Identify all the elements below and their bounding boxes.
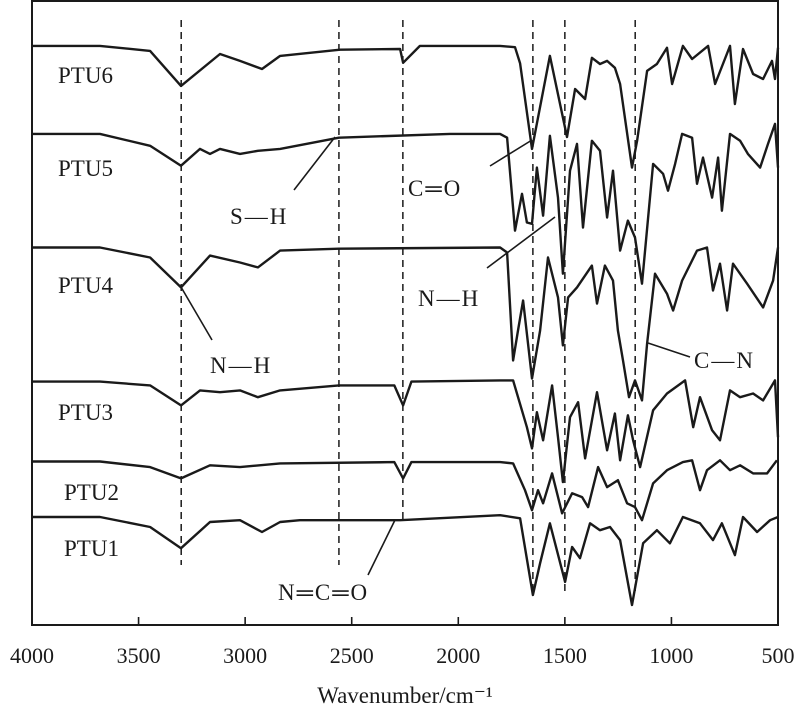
nh-leader-line-lower (180, 286, 213, 341)
series-label-ptu5: PTU5 (58, 156, 113, 181)
spectrum-ptu3 (32, 379, 780, 484)
series-labels: PTU6 PTU5 PTU4 PTU3 PTU2 PTU1 (58, 63, 119, 561)
spectrum-ptu2 (32, 459, 778, 522)
spectra (32, 44, 780, 607)
x-axis-label: Wavenumber/cm⁻¹ (317, 683, 493, 708)
series-label-ptu2: PTU2 (64, 480, 119, 505)
series-label-ptu3: PTU3 (58, 400, 113, 425)
series-label-ptu6: PTU6 (58, 63, 113, 88)
cn-leader-line (647, 342, 691, 358)
x-tick-label-1000: 1000 (649, 643, 693, 668)
annotation-co: C═O (408, 176, 462, 201)
x-tick-label-3000: 3000 (223, 643, 267, 668)
annotations: S—H C═O N—H N—H C—N N═C═O (180, 136, 755, 605)
spectrum-ptu1 (32, 514, 779, 607)
x-tick-label-2500: 2500 (330, 643, 374, 668)
nco-leader-line (367, 519, 396, 576)
plot-frame (31, 0, 779, 626)
annotation-nh-lower: N—H (210, 353, 272, 378)
series-label-ptu4: PTU4 (58, 273, 113, 298)
x-tick-label-500: 500 (762, 643, 795, 668)
spectrum-ptu6 (32, 44, 780, 169)
reference-lines (180, 20, 636, 595)
x-tick-label-3500: 3500 (117, 643, 161, 668)
x-axis: 4000 3500 3000 2500 2000 1500 1000 500 (10, 617, 795, 668)
annotation-nco: N═C═O (278, 580, 369, 605)
sh-leader-line (293, 136, 336, 191)
x-tick-label-1500: 1500 (543, 643, 587, 668)
nh-leader-line-upper (486, 216, 556, 269)
x-tick-label-4000: 4000 (10, 643, 54, 668)
spectrum-ptu4 (32, 246, 780, 402)
annotation-cn: C—N (694, 348, 755, 373)
x-tick-label-2000: 2000 (436, 643, 480, 668)
annotation-sh: S—H (230, 204, 288, 229)
annotation-nh-upper: N—H (418, 286, 480, 311)
series-label-ptu1: PTU1 (64, 536, 119, 561)
co-leader-line (489, 139, 533, 167)
spectrum-ptu5 (32, 122, 780, 285)
